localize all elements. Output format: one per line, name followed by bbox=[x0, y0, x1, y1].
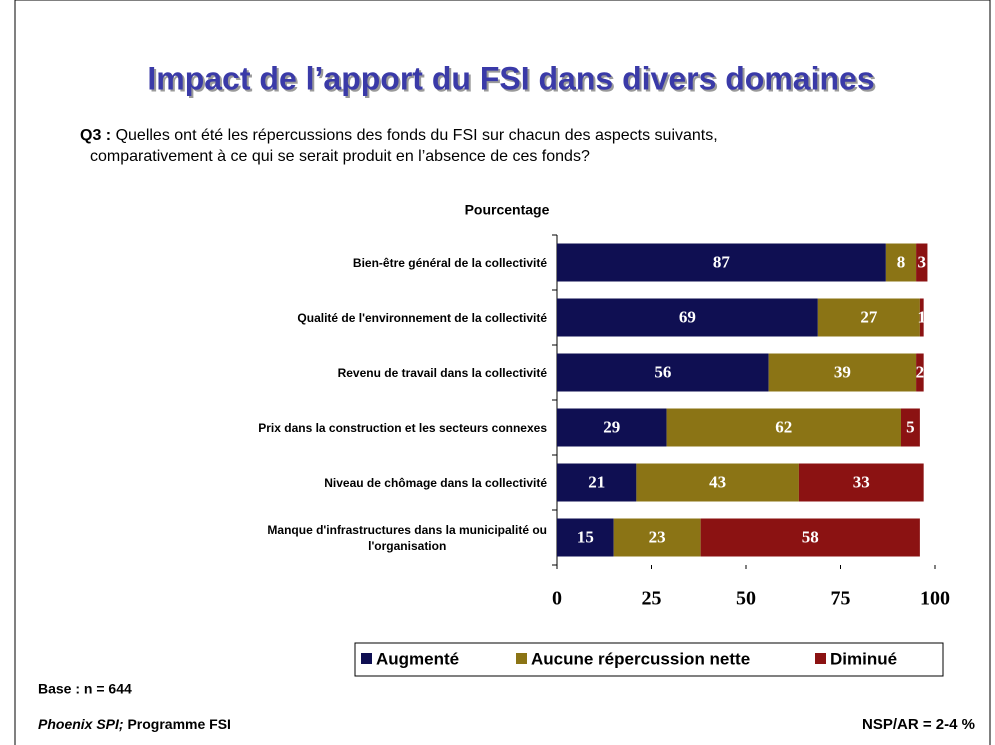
bar-segment bbox=[700, 518, 920, 557]
source-text: Programme FSI bbox=[127, 716, 230, 732]
bar-segment bbox=[916, 243, 928, 282]
question-line: comparativement à ce qui se serait produ… bbox=[90, 148, 590, 165]
question-line: Quelles ont été les répercussions des fo… bbox=[116, 127, 718, 144]
bar-segment bbox=[798, 463, 924, 502]
data-label: 43 bbox=[709, 472, 726, 491]
bar-segment bbox=[666, 408, 901, 447]
slide-frame bbox=[14, 0, 991, 745]
data-label: 2 bbox=[916, 362, 925, 381]
x-tick-label: 25 bbox=[642, 588, 662, 610]
category-label: Prix dans la construction et les secteur… bbox=[258, 420, 547, 435]
bar-segment bbox=[557, 243, 886, 282]
legend-swatch bbox=[516, 653, 527, 664]
bar-segment bbox=[557, 518, 614, 557]
data-label: 58 bbox=[802, 527, 819, 546]
legend-swatch bbox=[815, 653, 826, 664]
data-label: 39 bbox=[834, 362, 851, 381]
data-label: 27 bbox=[860, 307, 878, 326]
bar-segment bbox=[557, 463, 637, 502]
data-label: 87 bbox=[713, 252, 731, 271]
legend-box bbox=[354, 642, 944, 677]
category-label: Manque d'infrastructures dans la municip… bbox=[267, 522, 547, 553]
bar-segment bbox=[919, 298, 924, 337]
category-label: Revenu de travail dans la collectivité bbox=[337, 365, 547, 380]
x-tick-label: 50 bbox=[736, 588, 756, 610]
question-label: Q3 : bbox=[80, 127, 111, 144]
data-label: 21 bbox=[588, 472, 605, 491]
x-tick-label: 0 bbox=[552, 588, 562, 610]
data-label: 15 bbox=[577, 527, 594, 546]
bar-segment bbox=[557, 353, 769, 392]
bar-segment bbox=[613, 518, 701, 557]
nsp-note: NSP/AR = 2-4 % bbox=[862, 716, 975, 733]
bar-segment bbox=[557, 298, 818, 337]
legend-swatch bbox=[361, 653, 372, 664]
x-tick-label: 75 bbox=[831, 588, 851, 610]
chart-title: Impact de l’apport du FSI dans divers do… bbox=[147, 60, 874, 96]
data-label: 62 bbox=[775, 417, 792, 436]
category-label: Niveau de chômage dans la collectivité bbox=[324, 475, 547, 490]
axis-label: Pourcentage bbox=[465, 202, 550, 218]
bar-segment bbox=[636, 463, 799, 502]
data-label: 69 bbox=[679, 307, 696, 326]
x-tick-label: 100 bbox=[920, 588, 950, 610]
data-label: 33 bbox=[853, 472, 870, 491]
source: Phoenix SPI; Programme FSI bbox=[38, 716, 231, 732]
legend-label: Aucune répercussion nette bbox=[531, 649, 750, 668]
data-label: 5 bbox=[906, 417, 915, 436]
data-label: 23 bbox=[649, 527, 666, 546]
legend-label: Diminué bbox=[830, 649, 897, 668]
bar-segment bbox=[916, 353, 924, 392]
base-note: Base : n = 644 bbox=[38, 681, 132, 697]
data-label: 8 bbox=[897, 252, 906, 271]
bar-segment bbox=[768, 353, 917, 392]
bar-segment bbox=[817, 298, 920, 337]
title-shadow: Impact de l’apport du FSI dans divers do… bbox=[149, 62, 876, 98]
category-label: Qualité de l'environnement de la collect… bbox=[297, 310, 547, 325]
data-label: 3 bbox=[918, 252, 927, 271]
category-label: Bien-être général de la collectivité bbox=[352, 255, 547, 270]
source-italic: Phoenix SPI; bbox=[38, 716, 124, 732]
question: Q3 : Quelles ont été les répercussions d… bbox=[80, 127, 718, 144]
data-label: 29 bbox=[603, 417, 620, 436]
data-label: 1 bbox=[918, 307, 927, 326]
data-label: 56 bbox=[654, 362, 671, 381]
bar-segment bbox=[557, 408, 667, 447]
bar-segment bbox=[900, 408, 920, 447]
legend-label: Augmenté bbox=[376, 649, 459, 668]
bar-segment bbox=[885, 243, 917, 282]
